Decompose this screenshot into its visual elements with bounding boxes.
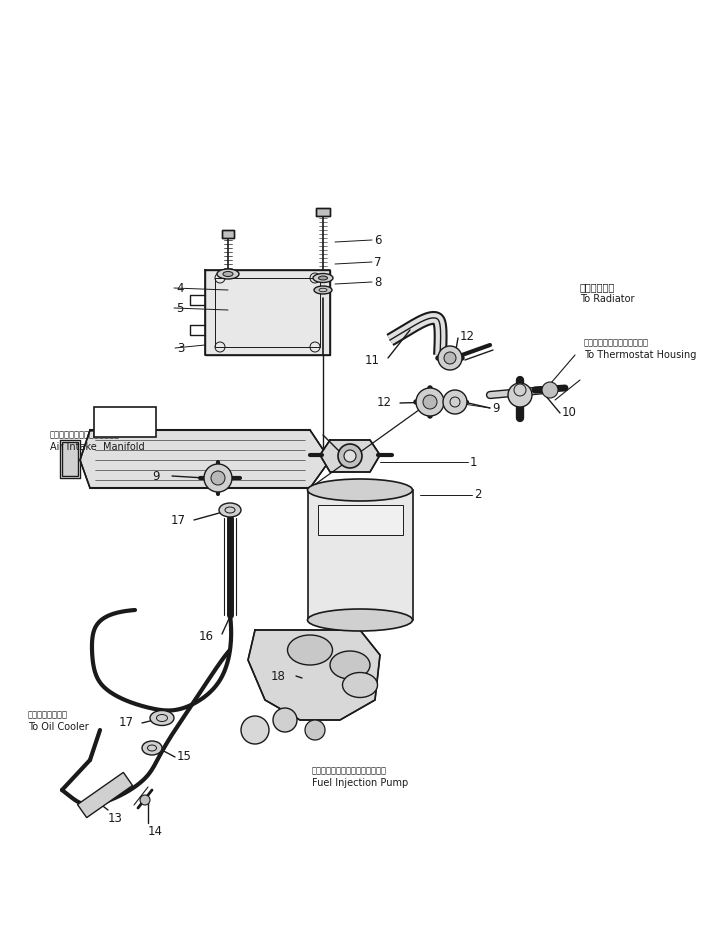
Text: 9: 9 — [492, 402, 500, 414]
Circle shape — [338, 444, 362, 468]
Text: Air Intake  Manifold: Air Intake Manifold — [50, 442, 144, 452]
Text: 8: 8 — [374, 276, 382, 289]
Circle shape — [241, 716, 269, 744]
Text: 12: 12 — [460, 330, 475, 343]
Bar — [318, 505, 403, 535]
Ellipse shape — [287, 635, 333, 665]
Text: 9: 9 — [152, 469, 160, 483]
Text: 17: 17 — [171, 515, 186, 527]
Ellipse shape — [314, 286, 332, 294]
Ellipse shape — [219, 503, 241, 517]
Ellipse shape — [150, 711, 174, 726]
Bar — [308, 490, 413, 620]
Text: 2: 2 — [474, 488, 481, 502]
Ellipse shape — [307, 479, 413, 501]
Circle shape — [508, 383, 532, 407]
Text: 3: 3 — [177, 341, 184, 354]
Text: オイルクーラーへ: オイルクーラーへ — [28, 710, 68, 719]
Circle shape — [438, 346, 462, 370]
Text: 7: 7 — [374, 256, 382, 269]
Ellipse shape — [313, 274, 333, 282]
Ellipse shape — [223, 272, 233, 276]
Text: 11: 11 — [365, 353, 380, 367]
Text: To Radiator: To Radiator — [580, 294, 634, 304]
Circle shape — [444, 352, 456, 364]
Text: 12: 12 — [377, 396, 392, 409]
Text: To Thermostat Housing: To Thermostat Housing — [584, 350, 697, 360]
Ellipse shape — [343, 673, 377, 697]
Circle shape — [204, 464, 232, 492]
Text: 1: 1 — [470, 455, 477, 468]
Text: 5: 5 — [176, 301, 183, 314]
Text: 13: 13 — [108, 812, 123, 825]
Text: エアーインテークマニホールド: エアーインテークマニホールド — [50, 430, 120, 439]
Text: To Oil Cooler: To Oil Cooler — [28, 722, 88, 732]
Text: ラジエータへ: ラジエータへ — [580, 282, 615, 292]
Text: サーモスタットハウジングへ: サーモスタットハウジングへ — [584, 338, 649, 347]
Ellipse shape — [217, 269, 239, 279]
Text: FWD: FWD — [110, 415, 139, 428]
Polygon shape — [62, 442, 78, 476]
FancyBboxPatch shape — [94, 407, 156, 437]
Polygon shape — [248, 630, 380, 720]
Circle shape — [140, 795, 150, 805]
Ellipse shape — [319, 276, 328, 280]
Circle shape — [416, 388, 444, 416]
Text: フェエルインジェクションポンプ: フェエルインジェクションポンプ — [312, 766, 387, 775]
Ellipse shape — [307, 609, 413, 631]
Circle shape — [273, 708, 297, 732]
Circle shape — [305, 720, 325, 740]
Text: 16: 16 — [199, 630, 214, 642]
Text: 18: 18 — [271, 670, 286, 682]
Circle shape — [211, 471, 225, 485]
Text: 15: 15 — [177, 750, 192, 764]
Ellipse shape — [142, 741, 162, 755]
Polygon shape — [80, 430, 330, 488]
Text: 4: 4 — [176, 281, 183, 294]
Text: Fuel Injection Pump: Fuel Injection Pump — [312, 778, 409, 788]
Circle shape — [423, 395, 437, 409]
Text: 17: 17 — [119, 716, 134, 730]
Polygon shape — [316, 208, 330, 216]
Ellipse shape — [330, 651, 370, 679]
Text: 6: 6 — [374, 234, 382, 246]
Text: 14: 14 — [148, 825, 163, 838]
Bar — [77, 772, 132, 818]
Polygon shape — [320, 440, 380, 472]
Text: 10: 10 — [562, 407, 577, 420]
Circle shape — [542, 382, 558, 398]
Polygon shape — [222, 230, 234, 238]
Polygon shape — [205, 270, 330, 355]
Circle shape — [443, 390, 467, 414]
Circle shape — [344, 450, 356, 462]
